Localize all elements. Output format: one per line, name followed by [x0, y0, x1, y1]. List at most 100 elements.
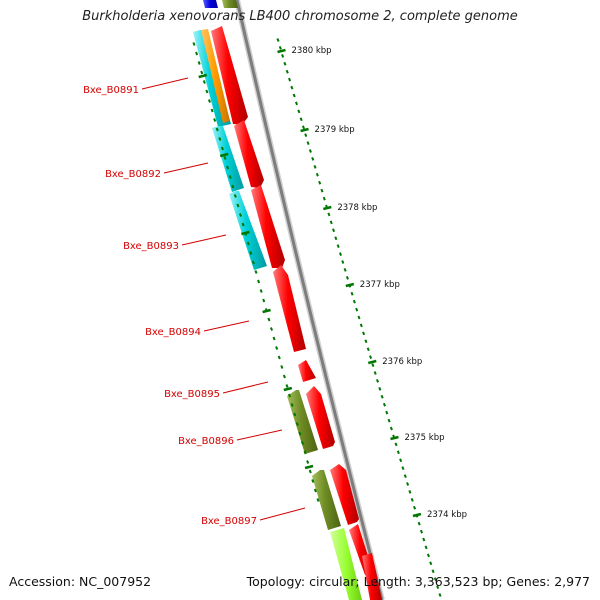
minor-tick: [369, 355, 373, 360]
minor-tick: [406, 482, 410, 486]
minor-tick: [382, 402, 386, 407]
minor-tick: [200, 70, 204, 75]
minor-tick: [293, 412, 297, 417]
minor-tick: [281, 53, 285, 58]
minor-tick: [298, 431, 302, 436]
minor-tick: [300, 441, 305, 445]
minor-tick: [246, 241, 250, 246]
minor-tick: [315, 172, 319, 177]
major-tick: [198, 73, 208, 79]
minor-tick: [306, 141, 310, 145]
minor-tick: [231, 184, 235, 189]
minor-tick: [303, 450, 307, 455]
gene-olive-top: [222, 0, 238, 8]
minor-tick: [215, 127, 219, 132]
major-tick: [300, 127, 309, 133]
minor-tick: [220, 146, 224, 151]
gene-label-leader: [141, 77, 189, 90]
minor-tick: [332, 228, 336, 233]
minor-tick: [373, 371, 377, 375]
minor-tick: [387, 418, 391, 423]
minor-tick: [213, 118, 217, 122]
minor-tick: [285, 384, 289, 388]
minor-tick: [295, 422, 299, 426]
minor-tick: [329, 220, 333, 225]
accession-label: Accession: NC_007952: [9, 574, 152, 589]
minor-tick: [320, 188, 324, 193]
minor-tick: [426, 553, 430, 558]
gene-label[interactable]: Bxe_B0897: [201, 516, 257, 527]
kbp-label: 2375 kbp: [404, 433, 444, 443]
gene-red-1: [211, 26, 248, 125]
minor-tick: [276, 38, 280, 42]
minor-tick: [197, 61, 201, 65]
gene-red-2: [234, 120, 264, 188]
gene-label-leader: [222, 381, 269, 394]
minor-tick: [233, 194, 237, 198]
minor-tick: [338, 252, 343, 256]
minor-tick: [413, 505, 417, 510]
minor-tick: [334, 236, 338, 241]
minor-tick: [277, 355, 281, 360]
minor-tick: [431, 569, 435, 574]
minor-tick: [254, 270, 258, 274]
gene-label[interactable]: Bxe_B0895: [164, 389, 220, 400]
minor-tick: [292, 93, 296, 98]
minor-tick: [205, 89, 209, 94]
minor-tick: [359, 323, 363, 328]
minor-tick: [288, 393, 292, 398]
minor-tick: [385, 410, 389, 415]
major-tick: [241, 230, 250, 236]
major-tick: [345, 282, 355, 288]
minor-tick: [424, 545, 428, 550]
outer-tick-track: [276, 38, 442, 597]
minor-tick: [366, 347, 370, 352]
gene-olive-bxe-b0896: [287, 390, 318, 454]
gene-red-3: [251, 185, 285, 268]
minor-tick: [438, 593, 442, 597]
minor-tick: [301, 125, 305, 130]
minor-tick: [207, 99, 212, 103]
minor-tick: [257, 279, 261, 284]
genome-backbone-core: [235, 0, 384, 600]
major-tick: [262, 308, 271, 314]
gene-orange: [201, 29, 230, 123]
minor-tick: [403, 474, 407, 478]
minor-tick: [318, 180, 322, 185]
minor-tick: [304, 133, 308, 138]
minor-tick: [308, 149, 312, 153]
major-tick: [277, 48, 286, 54]
kbp-label: 2376 kbp: [382, 357, 422, 367]
gene-label[interactable]: Bxe_B0891: [83, 85, 139, 96]
minor-tick: [210, 108, 214, 113]
gene-label[interactable]: Bxe_B0893: [123, 241, 179, 252]
minor-tick: [410, 497, 414, 502]
gene-label[interactable]: Bxe_B0896: [178, 436, 234, 447]
minor-tick: [269, 327, 274, 331]
minor-tick: [282, 374, 286, 379]
minor-tick: [288, 77, 292, 82]
minor-tick: [375, 379, 380, 383]
minor-tick: [378, 386, 382, 391]
minor-tick: [357, 315, 361, 320]
gene-label[interactable]: Bxe_B0892: [105, 169, 161, 180]
gene-red-4: [273, 265, 306, 352]
minor-tick: [202, 80, 206, 84]
minor-tick: [352, 299, 356, 304]
gene-blue: [203, 0, 218, 8]
major-tick: [219, 152, 229, 158]
minor-tick: [195, 51, 199, 56]
gene-red-7: [330, 464, 359, 525]
major-tick: [367, 359, 377, 365]
minor-tick: [362, 331, 366, 336]
minor-tick: [251, 260, 255, 265]
gene-olive-bxe-b0897: [312, 470, 341, 530]
minor-tick: [341, 260, 345, 264]
kbp-label: 2374 kbp: [427, 510, 467, 520]
minor-tick: [272, 336, 276, 341]
minor-tick: [422, 537, 426, 542]
gene-label-leader: [203, 320, 250, 332]
gene-label[interactable]: Bxe_B0894: [145, 327, 201, 338]
